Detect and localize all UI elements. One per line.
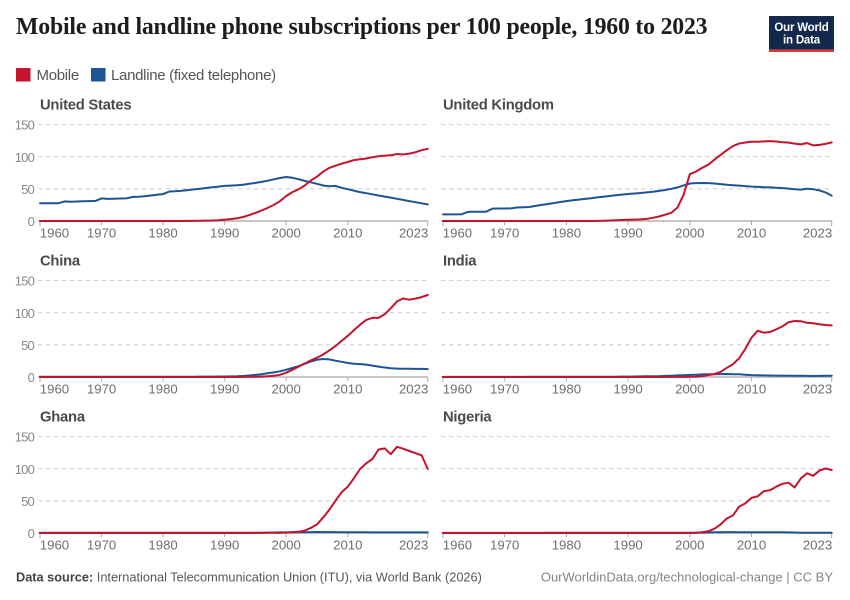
svg-text:in Data: in Data <box>783 35 821 47</box>
svg-text:China: China <box>40 254 81 270</box>
svg-text:1960: 1960 <box>40 382 69 397</box>
svg-text:OurWorldinData.org/technologic: OurWorldinData.org/technological-change … <box>541 570 833 585</box>
svg-text:1980: 1980 <box>552 382 581 397</box>
svg-text:1980: 1980 <box>552 226 581 241</box>
svg-text:50: 50 <box>21 494 34 509</box>
svg-text:Data source: International Tel: Data source: International Telecommunica… <box>16 570 482 585</box>
svg-text:2010: 2010 <box>333 382 362 397</box>
svg-text:2000: 2000 <box>675 226 704 241</box>
svg-text:150: 150 <box>15 274 35 289</box>
svg-text:2023: 2023 <box>803 538 832 553</box>
svg-text:1960: 1960 <box>40 226 69 241</box>
svg-text:1980: 1980 <box>148 538 177 553</box>
svg-text:1980: 1980 <box>552 538 581 553</box>
svg-text:2023: 2023 <box>803 226 832 241</box>
svg-text:Nigeria: Nigeria <box>443 410 492 426</box>
svg-text:0: 0 <box>28 526 35 541</box>
svg-text:1970: 1970 <box>87 226 116 241</box>
svg-text:1970: 1970 <box>490 382 519 397</box>
svg-text:Ghana: Ghana <box>40 410 86 426</box>
svg-text:2000: 2000 <box>675 382 704 397</box>
svg-text:1960: 1960 <box>443 226 472 241</box>
svg-text:100: 100 <box>15 462 35 477</box>
svg-text:50: 50 <box>21 182 34 197</box>
svg-text:1970: 1970 <box>490 226 519 241</box>
svg-text:Mobile: Mobile <box>37 67 79 84</box>
svg-text:United Kingdom: United Kingdom <box>443 98 554 114</box>
svg-text:2010: 2010 <box>333 226 362 241</box>
svg-text:India: India <box>443 254 477 270</box>
svg-text:2000: 2000 <box>272 538 301 553</box>
svg-text:2010: 2010 <box>737 538 766 553</box>
svg-text:United States: United States <box>40 98 131 114</box>
svg-text:1990: 1990 <box>613 538 642 553</box>
svg-text:150: 150 <box>15 430 35 445</box>
svg-text:1990: 1990 <box>210 226 239 241</box>
svg-text:2010: 2010 <box>737 382 766 397</box>
svg-text:1960: 1960 <box>443 382 472 397</box>
svg-text:1990: 1990 <box>613 226 642 241</box>
svg-text:2023: 2023 <box>399 538 428 553</box>
svg-text:2010: 2010 <box>333 538 362 553</box>
svg-text:150: 150 <box>15 118 35 133</box>
svg-text:2000: 2000 <box>272 226 301 241</box>
svg-text:2000: 2000 <box>675 538 704 553</box>
svg-text:0: 0 <box>28 370 35 385</box>
svg-text:1980: 1980 <box>148 226 177 241</box>
svg-text:100: 100 <box>15 306 35 321</box>
svg-text:1970: 1970 <box>490 538 519 553</box>
svg-text:2000: 2000 <box>272 382 301 397</box>
svg-text:2023: 2023 <box>803 382 832 397</box>
svg-text:100: 100 <box>15 150 35 165</box>
svg-text:2023: 2023 <box>399 226 428 241</box>
svg-text:2023: 2023 <box>399 382 428 397</box>
svg-text:1960: 1960 <box>443 538 472 553</box>
svg-text:50: 50 <box>21 338 34 353</box>
svg-text:Our World: Our World <box>774 22 828 34</box>
svg-text:1970: 1970 <box>87 382 116 397</box>
svg-text:Mobile and landline phone subs: Mobile and landline phone subscriptions … <box>16 14 708 40</box>
svg-text:1960: 1960 <box>40 538 69 553</box>
svg-text:1990: 1990 <box>210 382 239 397</box>
svg-text:0: 0 <box>28 214 35 229</box>
svg-text:1990: 1990 <box>210 538 239 553</box>
svg-text:1980: 1980 <box>148 382 177 397</box>
svg-text:1990: 1990 <box>613 382 642 397</box>
svg-text:1970: 1970 <box>87 538 116 553</box>
svg-text:2010: 2010 <box>737 226 766 241</box>
svg-text:Landline (fixed telephone): Landline (fixed telephone) <box>111 67 276 84</box>
